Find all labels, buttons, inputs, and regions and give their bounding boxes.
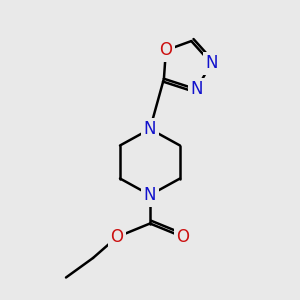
Text: O: O bbox=[110, 228, 124, 246]
Text: N: N bbox=[144, 186, 156, 204]
Text: O: O bbox=[176, 228, 190, 246]
Text: O: O bbox=[159, 41, 172, 59]
Text: N: N bbox=[205, 54, 218, 72]
Text: N: N bbox=[190, 80, 202, 98]
Text: N: N bbox=[144, 120, 156, 138]
